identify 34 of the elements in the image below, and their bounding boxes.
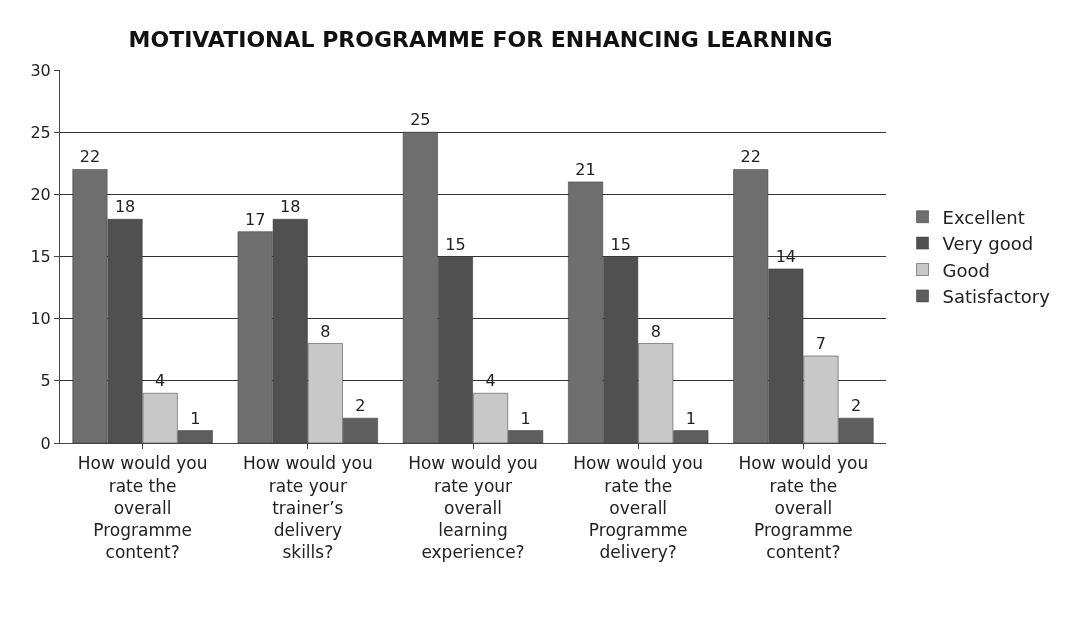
- data-label: 2: [850, 396, 862, 416]
- data-label: 18: [280, 197, 301, 217]
- legend-label: Satisfactory: [942, 285, 1051, 307]
- data-label: 7: [815, 333, 827, 353]
- y-tick-label: 5: [40, 371, 51, 391]
- y-tick-label: 0: [40, 433, 51, 453]
- chart-title: MOTIVATIONAL PROGRAMME FOR ENHANCING LEARNING: [128, 27, 833, 53]
- data-label: 1: [685, 408, 696, 428]
- data-label: 8: [650, 321, 661, 341]
- data-label: 15: [445, 234, 466, 254]
- data-label: 22: [740, 147, 761, 167]
- data-label: 25: [410, 110, 431, 130]
- data-label: 15: [610, 234, 631, 254]
- legend-label: Excellent: [942, 206, 1025, 228]
- legend-label: Very good: [942, 233, 1034, 255]
- x-tick-label: How would you rate the overall Programme content?: [738, 453, 869, 562]
- data-label: 18: [114, 197, 136, 217]
- x-tick-label: How would you rate the overall Programme delivery?: [573, 453, 704, 562]
- y-tick-label: 15: [30, 247, 51, 267]
- y-tick-label: 20: [30, 184, 51, 204]
- data-label: 2: [355, 396, 366, 416]
- data-label: 22: [79, 147, 101, 167]
- x-tick-label: How would you rate the overall Programme content?: [77, 453, 208, 562]
- y-tick-label: 30: [30, 60, 51, 80]
- x-tick-label: How would you rate your overall learning experience?: [408, 453, 538, 562]
- data-label: 1: [190, 408, 201, 428]
- legend-label: Good: [942, 259, 990, 281]
- y-tick-label: 10: [30, 309, 51, 329]
- x-tick-label: How would you rate your trainer’s delivery skills?: [242, 453, 373, 562]
- data-label: 1: [520, 408, 531, 428]
- data-label: 17: [244, 209, 266, 229]
- data-label: 21: [575, 159, 596, 179]
- data-label: 8: [320, 321, 331, 341]
- y-tick-label: 25: [30, 122, 51, 142]
